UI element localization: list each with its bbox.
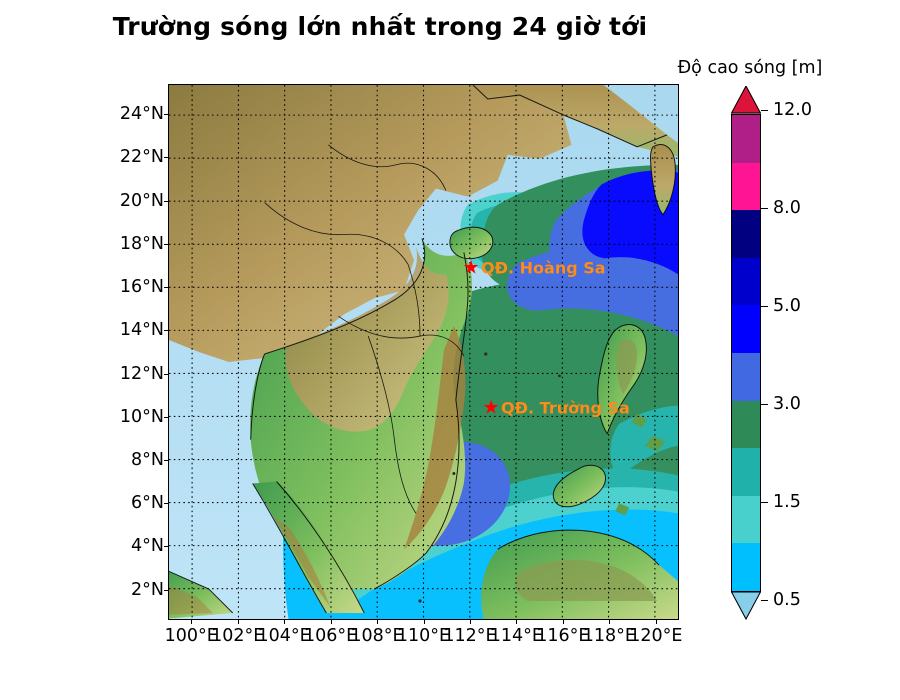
ytick-12n: 12°N [119,363,164,384]
map-canvas [169,85,678,619]
gridlines [169,85,678,619]
cbar-label-0-5: 0.5 [773,590,801,610]
xtick-100e: 100°E [164,626,218,646]
colorbar-band-4 [732,305,760,353]
xtickmark [330,620,332,624]
ytick-20n: 20°N [119,190,164,211]
colorbar-band-3 [732,257,760,306]
colorbar-band-9 [732,543,760,591]
ytick-22n: 22°N [119,147,164,168]
xtick-102e: 102°E [211,626,265,646]
marker-truong-sa[interactable]: ★ [482,396,500,419]
colorbar-over-arrow [731,86,761,114]
xtickmark [423,620,425,624]
xtick-114e: 114°E [489,626,543,646]
cbar-tickmark [761,110,768,112]
cbar-tickmark [761,600,768,602]
xtickmark [284,620,286,624]
ytick-14n: 14°N [119,320,164,341]
ytick-8n: 8°N [131,450,164,470]
ytick-4n: 4°N [131,536,164,557]
label-truong-sa: QĐ. Trường Sa [501,398,630,418]
xtickmark [237,620,239,624]
ytick-6n: 6°N [131,493,164,514]
cbar-label-3: 3.0 [773,394,801,414]
colorbar-band-6 [732,400,760,449]
colorbar-band-8 [732,495,760,544]
cbar-tickmark [761,502,768,504]
marker-hoang-sa[interactable]: ★ [462,256,480,279]
xtick-120e: 120°E [629,626,683,646]
cbar-tickmark [761,404,768,406]
colorbar-bands[interactable] [731,114,761,592]
xtick-106e: 106°E [303,626,358,646]
ytick-24n: 24°N [119,104,164,125]
xtickmark [191,620,193,624]
ytick-18n: 18°N [119,233,164,254]
ytick-10n: 10°N [119,406,164,427]
map-axes[interactable]: ★ QĐ. Hoàng Sa ★ QĐ. Trường Sa [168,84,679,620]
cbar-label-12: 12.0 [773,100,812,120]
colorbar-band-2 [732,210,760,258]
cbar-label-8: 8.0 [773,198,801,218]
xtick-116e: 116°E [536,626,590,646]
cbar-label-1-5: 1.5 [773,492,801,512]
ytick-2n: 2°N [131,579,164,600]
cbar-tickmark [761,306,768,308]
cbar-label-5: 5.0 [773,296,801,316]
land-layer [169,85,678,619]
xtickmark [609,620,611,624]
xtickmark [470,620,471,624]
xtick-118e: 118°E [582,626,636,646]
page-title: Trường sóng lớn nhất trong 24 giờ tới [112,12,648,41]
xtick-108e: 108°E [350,626,404,646]
xtick-104e: 104°E [257,626,311,646]
coastline-layer [169,85,676,614]
ytick-16n: 16°N [119,277,164,298]
xtickmark [377,620,378,624]
colorbar-band-0 [732,115,760,163]
xtick-110e: 110°E [396,626,451,646]
colorbar-band-1 [732,162,760,211]
colorbar[interactable]: 12.0 8.0 5.0 3.0 1.5 0.5 [731,86,812,620]
colorbar-under-arrow [731,592,761,620]
colorbar-title: Độ cao sóng [m] [677,58,823,78]
cbar-tickmark [761,208,768,210]
colorbar-band-5 [732,352,760,401]
xtick-112e: 112°E [443,626,497,646]
xtickmark [516,620,518,624]
xtickmark [562,620,564,624]
label-hoang-sa: QĐ. Hoàng Sa [481,258,606,278]
colorbar-band-7 [732,448,760,496]
xtickmark [655,620,657,624]
